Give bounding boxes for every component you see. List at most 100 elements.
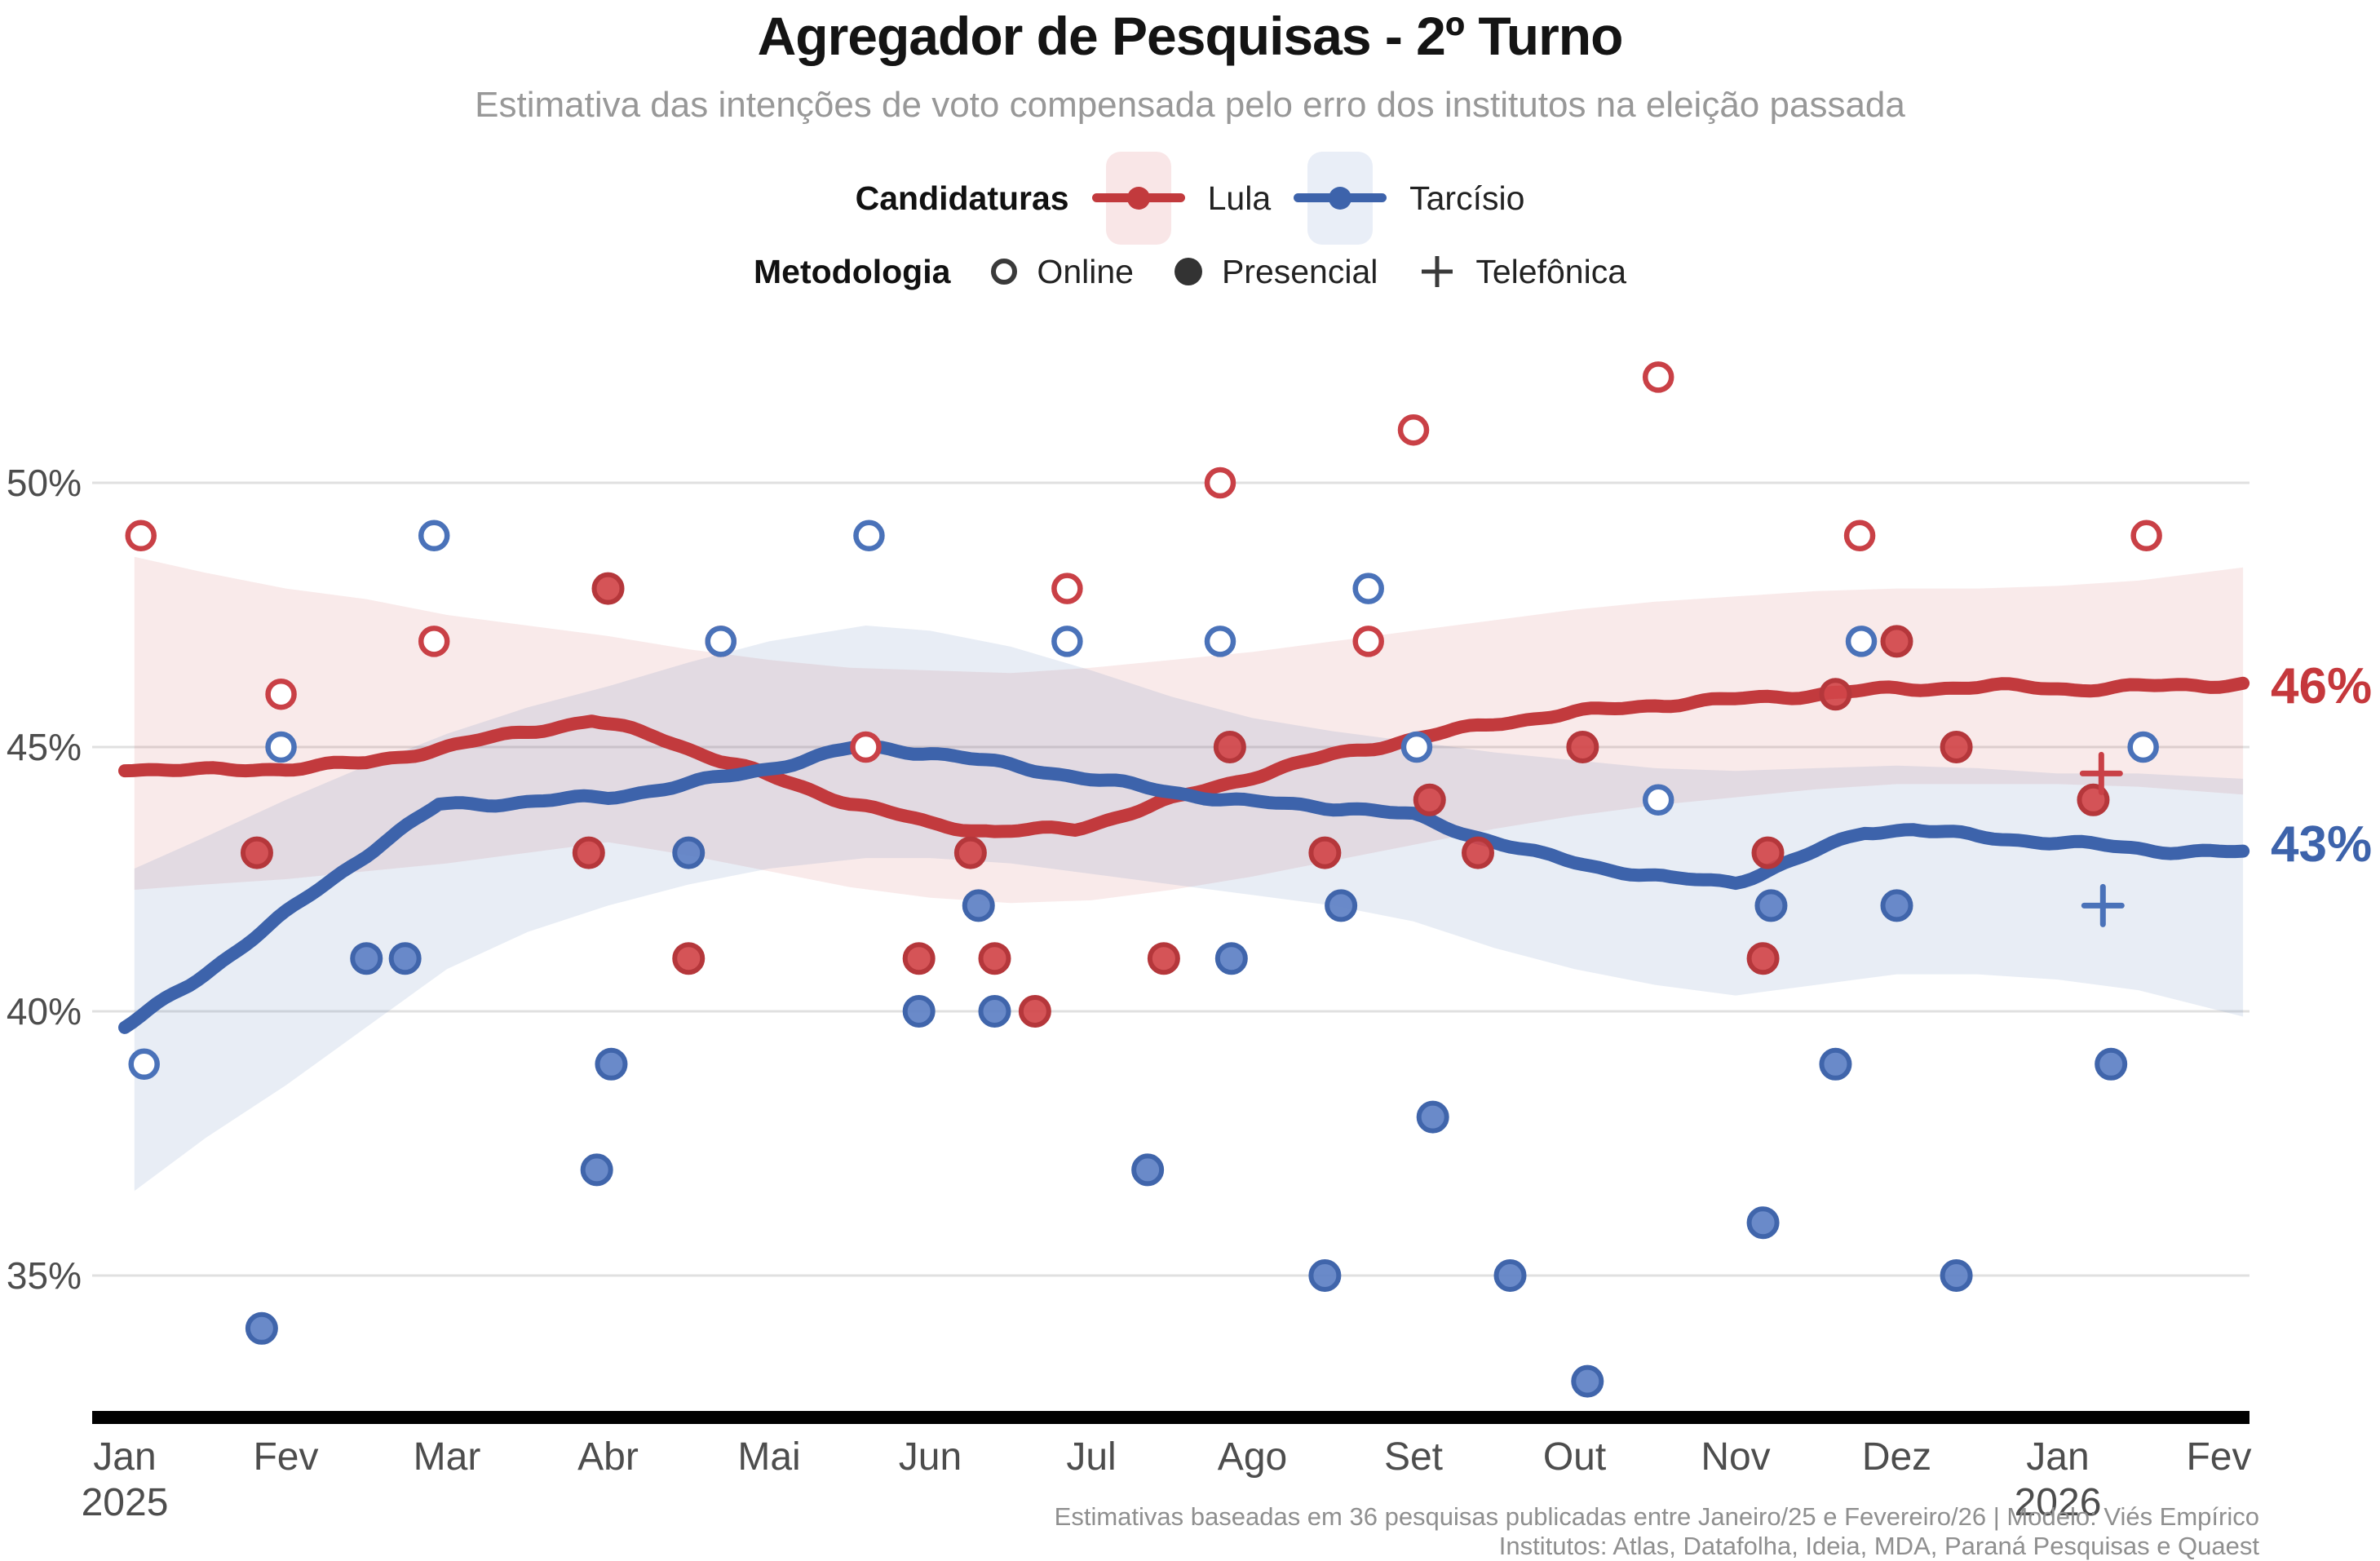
- data-point-online-tarcisio: [1352, 573, 1384, 604]
- lula-swatch-icon: [1090, 152, 1187, 245]
- lula-end-value-label: 46%: [2271, 658, 2373, 714]
- confidence-band-tarcisio: [134, 626, 2244, 1192]
- tarcisio-end-value-label: 43%: [2271, 816, 2373, 873]
- lula-legend-label: Lula: [1207, 179, 1272, 217]
- data-point-presencial-tarcisio: [1819, 1047, 1852, 1081]
- data-point-presencial-lula: [1308, 836, 1342, 869]
- tarcisio-swatch-icon: [1292, 152, 1388, 245]
- data-point-presencial-tarcisio: [1940, 1259, 1973, 1292]
- data-point-online-lula: [850, 731, 882, 763]
- data-point-online-tarcisio: [1204, 626, 1236, 657]
- online-label: Online: [1037, 252, 1134, 290]
- x-tick-label: Set: [1384, 1435, 1443, 1479]
- data-point-presencial-lula: [672, 942, 706, 975]
- data-point-online-tarcisio: [1845, 626, 1878, 657]
- data-point-online-lula: [1642, 361, 1674, 393]
- trend-line-tarcisio: [118, 740, 2250, 1034]
- data-point-presencial-lula: [591, 572, 625, 605]
- data-point-online-lula: [2130, 520, 2162, 552]
- data-point-online-lula: [1397, 413, 1430, 446]
- data-point-online-tarcisio: [705, 626, 737, 657]
- legend-metodologia: Metodologia Online Presencial Telefônica: [0, 250, 2380, 294]
- page-title: Agregador de Pesquisas - 2º Turno: [757, 6, 1624, 66]
- data-point-presencial-lula: [1819, 678, 1852, 711]
- y-tick-label: 35%: [7, 1254, 82, 1297]
- x-tick-label: Abr: [577, 1435, 639, 1479]
- data-point-presencial-lula: [240, 836, 273, 869]
- x-tick-label: Mai: [737, 1435, 800, 1479]
- online-circle-icon: [991, 259, 1018, 285]
- footer-line-1: Estimativas baseadas em 36 pesquisas pub…: [1054, 1502, 2259, 1531]
- data-point-presencial-tarcisio: [595, 1047, 628, 1081]
- data-point-online-lula: [125, 520, 157, 552]
- data-point-telefonica-lula: [2079, 751, 2123, 795]
- data-point-presencial-tarcisio: [962, 889, 995, 922]
- x-tick-label: Jul: [1066, 1435, 1116, 1479]
- x-tick-label: Ago: [1218, 1435, 1287, 1479]
- data-point-online-tarcisio: [128, 1048, 160, 1081]
- data-point-presencial-tarcisio: [1880, 889, 1913, 922]
- x-tick-label: Fev: [2186, 1435, 2251, 1479]
- data-point-presencial-lula: [953, 836, 987, 869]
- data-point-presencial-tarcisio: [1416, 1100, 1449, 1134]
- data-point-presencial-lula: [1462, 836, 1494, 869]
- x-tick-year-label: 2025: [82, 1481, 169, 1524]
- data-point-presencial-lula: [1413, 783, 1446, 816]
- data-point-presencial-tarcisio: [1325, 889, 1358, 922]
- data-point-presencial-tarcisio: [350, 942, 383, 975]
- x-tick-label: Mar: [414, 1435, 481, 1479]
- data-point-presencial-lula: [978, 942, 1011, 975]
- x-tick-label: Jan: [2026, 1435, 2089, 1479]
- data-point-online-lula: [418, 626, 450, 657]
- x-tick-label: Jan: [93, 1435, 156, 1479]
- x-tick-label: Fev: [253, 1435, 318, 1479]
- chart-footer: Estimativas baseadas em 36 pesquisas pub…: [1055, 1502, 2259, 1561]
- data-point-presencial-lula: [1018, 995, 1051, 1028]
- presencial-label: Presencial: [1221, 252, 1378, 290]
- data-point-presencial-lula: [1213, 731, 1246, 763]
- data-point-presencial-tarcisio: [1754, 889, 1788, 922]
- page-subtitle: Estimativa das intenções de voto compens…: [475, 85, 1905, 125]
- data-point-presencial-lula: [1880, 625, 1913, 658]
- data-point-presencial-lula: [1147, 942, 1180, 975]
- candidaturas-label: Candidaturas: [855, 179, 1069, 217]
- legend-candidaturas: Candidaturas Lula Tarcísio: [0, 150, 2380, 246]
- data-point-online-tarcisio: [1051, 626, 1083, 657]
- x-tick-label: Out: [1543, 1435, 1606, 1479]
- data-point-online-lula: [1843, 520, 1876, 552]
- data-point-presencial-lula: [1746, 942, 1780, 975]
- data-point-online-lula: [265, 678, 297, 710]
- x-tick-label: Nov: [1701, 1435, 1770, 1479]
- x-tick-year-label: 2026: [2015, 1481, 2102, 1524]
- telefonica-label: Telefônica: [1475, 252, 1626, 290]
- y-tick-label: 45%: [7, 726, 82, 768]
- data-point-presencial-lula: [1940, 731, 1973, 763]
- data-point-presencial-tarcisio: [902, 995, 936, 1028]
- lula-dot-swatch: [1126, 187, 1150, 210]
- data-point-presencial-tarcisio: [580, 1153, 613, 1187]
- data-point-presencial-tarcisio: [2095, 1047, 2128, 1081]
- data-point-presencial-lula: [902, 942, 936, 975]
- data-point-telefonica-tarcisio: [2081, 883, 2125, 927]
- data-point-online-tarcisio: [1400, 731, 1433, 763]
- data-point-online-lula: [1352, 626, 1384, 657]
- data-point-online-tarcisio: [853, 520, 885, 552]
- data-point-online-lula: [1204, 467, 1236, 499]
- data-point-presencial-lula: [1566, 731, 1599, 763]
- data-point-online-tarcisio: [418, 520, 450, 552]
- data-point-presencial-tarcisio: [1493, 1259, 1527, 1292]
- data-point-presencial-tarcisio: [1131, 1153, 1165, 1187]
- data-point-presencial-tarcisio: [672, 836, 706, 869]
- data-point-online-tarcisio: [1642, 784, 1674, 816]
- data-point-presencial-lula: [572, 836, 605, 869]
- y-tick-label: 40%: [7, 990, 82, 1033]
- data-point-online-tarcisio: [2127, 731, 2159, 763]
- x-axis-bar: [92, 1411, 2249, 1424]
- data-point-presencial-tarcisio: [1746, 1206, 1780, 1240]
- presencial-circle-icon: [1174, 258, 1202, 285]
- telefonica-plus-icon: [1422, 256, 1453, 287]
- data-point-presencial-tarcisio: [245, 1311, 278, 1345]
- data-point-presencial-tarcisio: [1308, 1259, 1342, 1292]
- data-point-presencial-lula: [1751, 836, 1785, 869]
